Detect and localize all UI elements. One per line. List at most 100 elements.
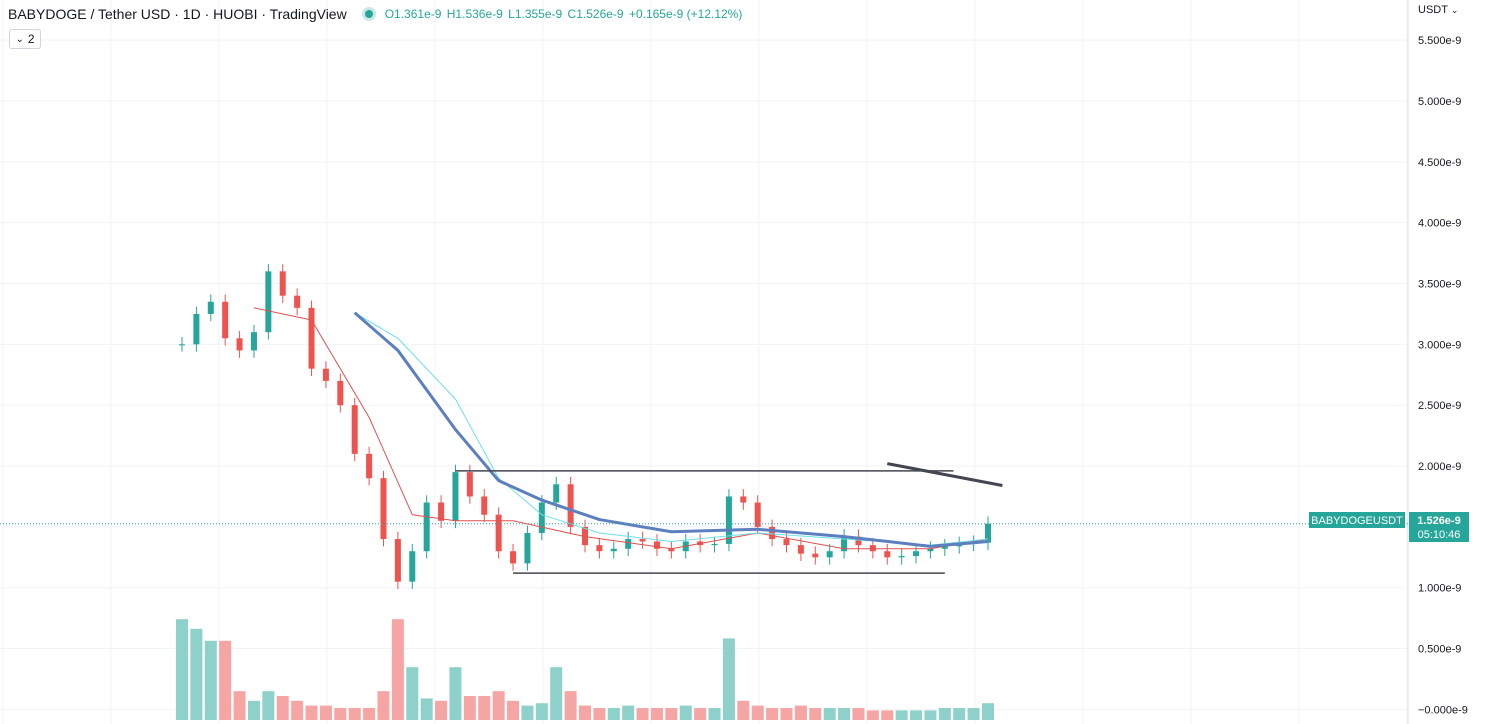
volume-bar [219,640,232,720]
indicators-toggle-button[interactable]: ⌄ 2 [9,29,41,49]
candle-body [567,484,574,527]
candle-body [452,472,459,521]
candle-body [596,545,603,552]
volume-bar [852,708,865,720]
volume-bar [291,700,304,720]
y-tick-label: 5.500e-9 [1418,35,1461,47]
volume-bar [435,700,448,720]
volume-bar [679,705,692,720]
volume-bar [823,708,836,720]
volume-bar [478,696,491,720]
volume-bar [391,619,404,720]
candle-body [222,301,229,339]
volume-bar [363,708,376,720]
volume-bar [262,691,275,720]
candle-body [740,496,747,503]
candle-body [553,484,560,503]
volume-bar [420,698,433,720]
volume-bar [895,710,908,720]
candle-body [510,551,517,564]
indicator-count: 2 [27,32,35,46]
candle-body [394,539,401,582]
candle-body [783,539,790,546]
symbol-badge [1309,512,1405,528]
currency-selector[interactable]: USDT ⌄ [1418,4,1458,16]
candle-body [538,502,545,533]
volume-bar [650,708,663,720]
volume-bar [967,708,980,720]
volume-bar [607,708,620,720]
candle-body [495,514,502,552]
y-tick-label: −0.000e-9 [1418,704,1468,716]
y-tick-label: 0.500e-9 [1418,644,1461,656]
volume-bar [492,691,505,720]
symbol-badge-label: BABYDOGEUSDT [1311,515,1403,527]
volume-bar [866,710,879,720]
candle-body [322,368,329,381]
candle-body [409,551,416,582]
ohlc-low: L1.355e-9 [508,7,563,21]
candle-body [797,545,804,554]
candle-body [668,548,675,552]
volume-bar [938,708,951,720]
candle-body [179,344,185,346]
price-badge-value: 1.526e-9 [1417,515,1460,527]
market-status-icon [364,10,373,18]
trend-lines[interactable] [455,462,1003,574]
volume-bar [305,705,318,720]
candle-body [351,405,358,454]
currency-label: USDT [1418,4,1448,16]
y-tick-label: 4.500e-9 [1418,157,1461,169]
ohlc-close: C1.526e-9 [567,7,624,21]
volume-bar [953,708,966,720]
volume-bar [204,640,217,720]
candle-body [250,332,257,351]
candle-body [337,380,344,406]
volume-bar [809,708,822,720]
candle-body [869,545,876,552]
candle-body [625,539,632,549]
candle-body [884,551,891,558]
volume-bar [550,667,563,720]
volume-bar [593,708,606,720]
chart-title[interactable]: BABYDOGE / Tether USD · 1D · HUOBI · Tra… [8,6,347,22]
candle-body [236,338,243,351]
ohlc-open: O1.361e-9 [384,7,442,21]
volume-bar [377,691,390,720]
volume-bar [247,700,260,720]
candle-body [380,478,387,540]
candle-body [193,313,200,345]
moving-averages [253,307,989,550]
candle-body [841,536,848,552]
candle-body [207,301,214,314]
chevron-down-icon: ⌄ [15,33,24,45]
candle-body [653,541,660,549]
volume-bar [766,708,779,720]
volume-bar [708,708,721,720]
volume-bar [233,691,246,720]
volume-bar [334,708,347,720]
candle-body [294,295,301,308]
volume-bar [348,708,361,720]
candle-body [898,556,905,558]
moving-average-line [354,312,989,546]
y-tick-label: 2.500e-9 [1418,400,1461,412]
volume-bar [507,700,520,720]
candle-body [466,472,473,497]
candle-body [826,551,833,558]
y-tick-label: 4.000e-9 [1418,218,1461,230]
moving-average-line [353,311,989,548]
candle-body [769,526,776,540]
volume-bar [176,619,188,720]
candle-body [941,546,948,549]
candle-body [610,548,617,552]
volume-bar [838,708,851,720]
ohlc-high: H1.536e-9 [446,7,503,21]
y-tick-label: 3.000e-9 [1418,339,1461,351]
candle-body [639,539,646,542]
volume-bar [636,708,649,720]
volume-bar [982,703,994,720]
y-tick-label: 2.000e-9 [1418,461,1461,473]
price-axis[interactable]: 5.500e-9 5.000e-9 4.500e-9 4.000e-9 3.500e-9… [1418,35,1468,716]
